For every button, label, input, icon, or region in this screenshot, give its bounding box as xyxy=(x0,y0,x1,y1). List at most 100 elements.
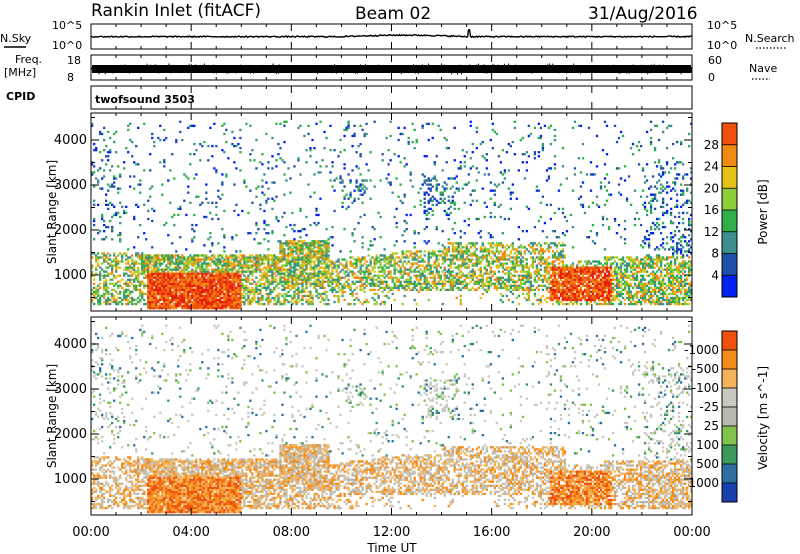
heatmap-cell xyxy=(185,290,188,294)
heatmap-cell xyxy=(193,300,196,304)
heatmap-cell xyxy=(391,252,394,255)
heatmap-cell xyxy=(427,288,430,292)
heatmap-cell xyxy=(301,262,304,265)
heatmap-cell xyxy=(401,286,404,290)
heatmap-cell xyxy=(559,278,563,281)
heatmap-cell xyxy=(279,266,282,269)
heatmap-cell xyxy=(395,252,398,255)
heatmap-cell xyxy=(261,294,264,298)
heatmap-cell xyxy=(323,298,326,302)
heatmap-cell xyxy=(553,138,557,142)
heatmap-cell xyxy=(127,256,130,259)
heatmap-cell xyxy=(249,272,252,275)
heatmap-cell xyxy=(157,272,160,275)
heatmap-cell xyxy=(235,254,238,257)
heatmap-cell xyxy=(167,304,170,308)
heatmap-cell xyxy=(387,276,390,279)
heatmap-cell xyxy=(175,258,178,261)
heatmap-cell xyxy=(383,260,386,263)
heatmap-cell xyxy=(447,207,450,211)
heatmap-cell xyxy=(243,290,246,294)
heatmap-cell xyxy=(359,266,362,269)
heatmap-cell xyxy=(231,264,234,267)
heatmap-cell xyxy=(201,302,204,306)
heatmap-cell xyxy=(547,262,551,265)
heatmap-cell xyxy=(167,266,170,269)
heatmap-cell xyxy=(223,296,226,300)
heatmap-cell xyxy=(517,276,521,279)
heatmap-cell xyxy=(421,264,424,267)
heatmap-cell xyxy=(509,268,512,271)
heatmap-cell xyxy=(195,173,198,176)
heatmap-cell xyxy=(217,274,220,277)
heatmap-cell xyxy=(205,270,208,273)
heatmap-cell xyxy=(147,294,150,298)
heatmap-cell xyxy=(93,252,96,255)
heatmap-cell xyxy=(319,120,322,123)
heatmap-cell xyxy=(551,294,555,298)
heatmap-cell xyxy=(187,272,190,275)
heatmap-cell xyxy=(215,268,218,271)
heatmap-cell xyxy=(551,266,555,269)
heatmap-cell xyxy=(353,227,356,231)
heatmap-cell xyxy=(453,280,456,283)
heatmap-cell xyxy=(257,292,260,296)
heatmap-cell xyxy=(109,264,112,267)
heatmap-cell xyxy=(367,254,370,257)
heatmap-cell xyxy=(293,276,296,279)
heatmap-cell xyxy=(567,276,571,279)
heatmap-cell xyxy=(319,262,322,265)
heatmap-cell xyxy=(169,288,172,292)
heatmap-cell xyxy=(141,296,144,300)
date-title: 31/Aug/2016 xyxy=(588,4,698,24)
heatmap-cell xyxy=(201,282,204,285)
heatmap-cell xyxy=(133,262,136,265)
heatmap-cell xyxy=(537,242,541,245)
heatmap-cell xyxy=(233,278,236,281)
heatmap-cell xyxy=(427,122,430,125)
heatmap-cell xyxy=(449,284,452,287)
heatmap-cell xyxy=(175,290,178,294)
heatmap-cell xyxy=(129,264,132,267)
heatmap-cell xyxy=(287,254,290,257)
heatmap-cell xyxy=(315,282,318,285)
heatmap-cell xyxy=(227,304,230,308)
heatmap-cell xyxy=(267,262,270,265)
heatmap-cell xyxy=(153,280,156,283)
heatmap-cell xyxy=(443,282,446,285)
heatmap-cell xyxy=(103,300,106,304)
heatmap-cell xyxy=(503,171,506,174)
heatmap-cell xyxy=(511,246,514,249)
heatmap-cell xyxy=(293,290,296,294)
heatmap-cell xyxy=(545,264,549,267)
heatmap-cell xyxy=(245,278,248,281)
heatmap-cell xyxy=(179,288,182,292)
heatmap-cell xyxy=(429,288,432,292)
heatmap-cell xyxy=(107,266,110,269)
heatmap-cell xyxy=(533,153,537,156)
heatmap-cell xyxy=(183,302,186,306)
heatmap-cell xyxy=(211,254,214,257)
heatmap-cell xyxy=(543,284,547,287)
heatmap-cell xyxy=(187,177,190,180)
heatmap-cell xyxy=(247,288,250,292)
heatmap-cell xyxy=(231,142,234,146)
heatmap-cell xyxy=(287,258,290,261)
heatmap-cell xyxy=(389,270,392,273)
heatmap-cell xyxy=(507,270,510,273)
heatmap-cell xyxy=(541,252,545,255)
heatmap-cell xyxy=(111,215,114,219)
heatmap-cell xyxy=(501,264,504,267)
heatmap-cell xyxy=(229,286,232,290)
heatmap-cell xyxy=(329,262,332,265)
heatmap-cell xyxy=(381,266,384,269)
heatmap-cell xyxy=(159,264,162,267)
heatmap-cell xyxy=(293,250,296,253)
heatmap-cell xyxy=(369,282,372,285)
heatmap-cell xyxy=(513,288,516,292)
heatmap-cell xyxy=(259,264,262,267)
heatmap-cell xyxy=(417,191,420,194)
heatmap-cell xyxy=(387,286,390,290)
heatmap-cell xyxy=(249,159,252,162)
heatmap-cell xyxy=(455,258,458,261)
